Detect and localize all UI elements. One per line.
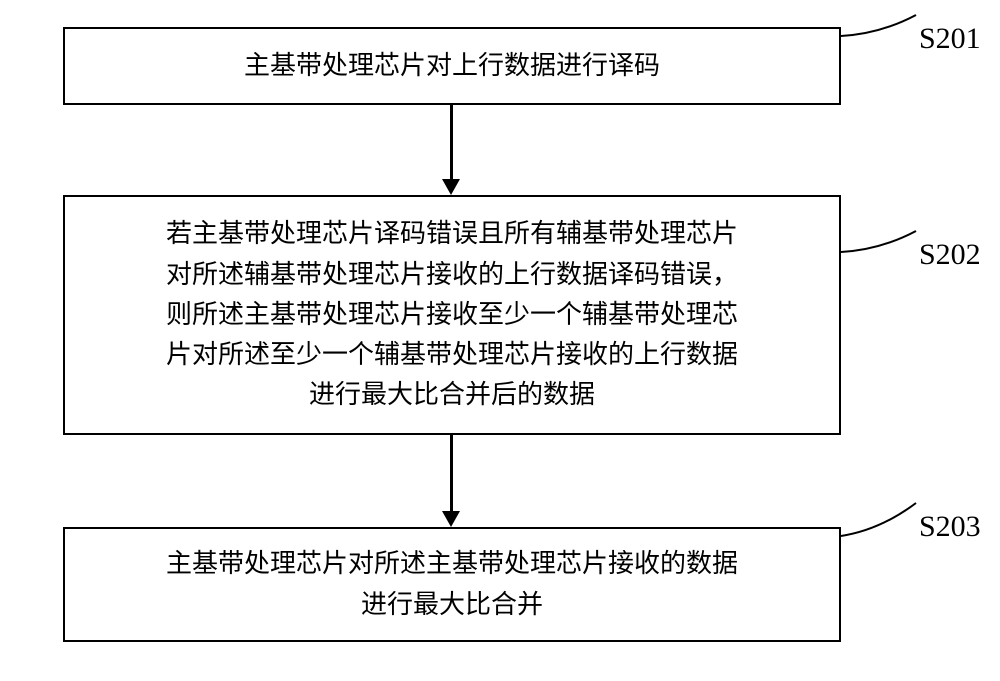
- flowchart-canvas: 主基带处理芯片对上行数据进行译码 S201 若主基带处理芯片译码错误且所有辅基带…: [0, 0, 1000, 681]
- step-label-s203: S203: [919, 510, 981, 544]
